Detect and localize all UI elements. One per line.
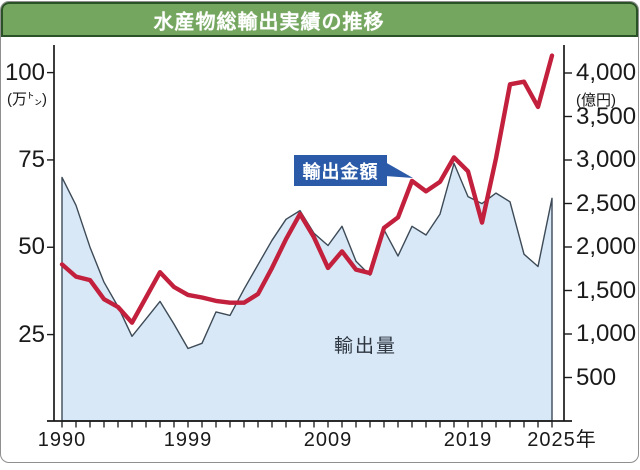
right-axis-tick-label: 1,500 [576,276,637,304]
callout-pointer [385,162,413,178]
value-series-callout-text: 輸出金額 [302,161,379,182]
chart-title: 水産物総輸出実績の推移 [153,11,385,33]
right-axis-tick-label: 500 [576,363,617,391]
right-axis-tick-label: 3,000 [576,146,637,173]
right-axis-tick-label: 3,500 [576,102,637,130]
right-axis-tick-label: 2,000 [576,233,637,260]
volume-series-label: 輸出量 [334,336,398,357]
x-axis-year-label: 1990 [37,429,87,451]
left-axis-tick-label: 75 [18,145,45,173]
left-axis-unit-label: (万㌧) [7,91,47,108]
x-axis-year-label: 1999 [163,429,213,451]
title-bar: 水産物総輸出実績の推移 [1,2,638,37]
right-axis-tick-label: 2,500 [576,189,637,217]
value-series-callout: 輸出金額 [294,155,387,186]
left-axis-tick-label: 100 [4,58,45,86]
x-axis-year-label: 2009 [303,429,353,451]
left-axis-tick-label: 25 [18,320,45,348]
x-axis-year-label: 2025年 [527,429,597,451]
right-axis-tick-label: 1,000 [576,320,637,347]
right-axis-tick-label: 4,000 [576,59,637,86]
x-axis-year-label: 2019 [443,429,493,451]
value-line-series [59,53,555,325]
left-axis-tick-label: 50 [18,233,45,261]
right-axis-unit-label: (億円) [576,92,616,109]
